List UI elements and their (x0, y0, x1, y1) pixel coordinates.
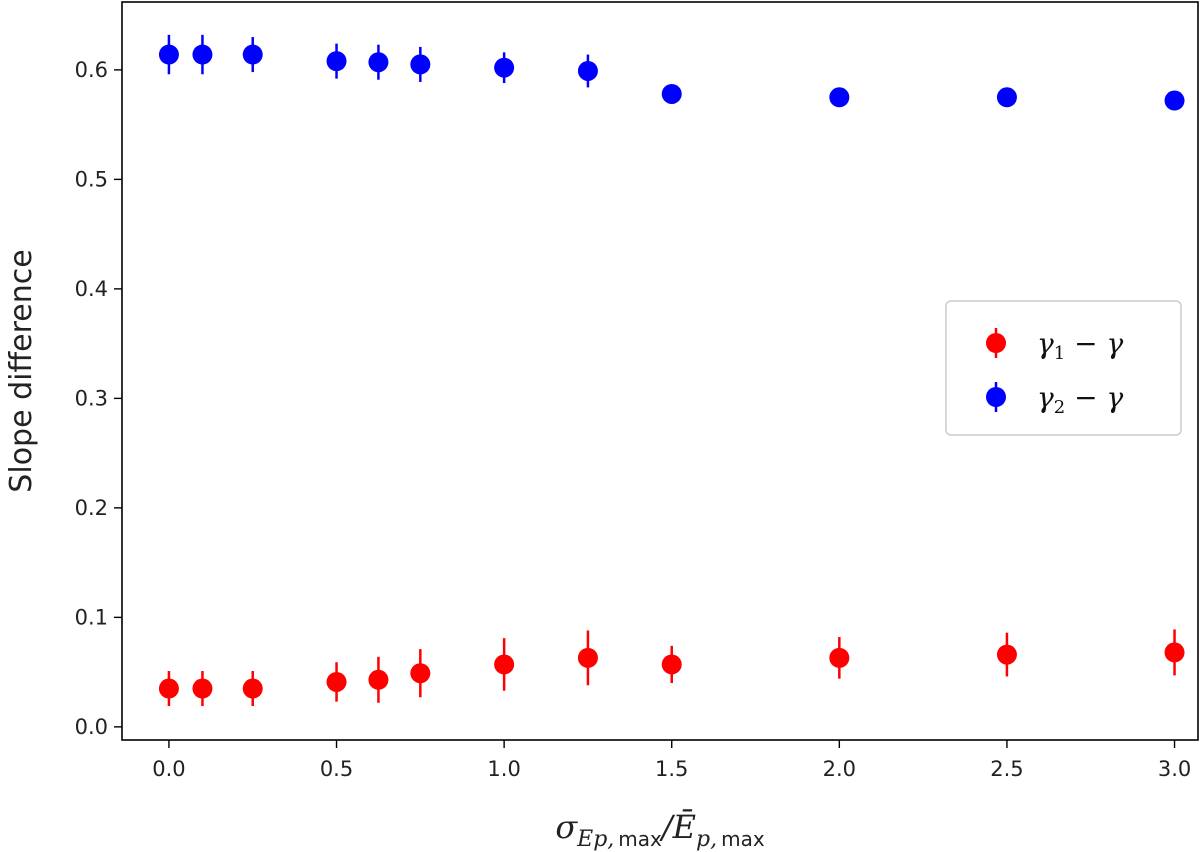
plot-content (158, 34, 1185, 707)
data-point (368, 669, 389, 690)
data-point (829, 647, 850, 668)
data-point (158, 44, 179, 65)
x-axis: 0.0 0.5 1.0 1.5 2.0 2.5 3.0 (152, 740, 1191, 781)
data-point (661, 83, 682, 104)
data-point (661, 654, 682, 675)
data-point (494, 57, 515, 78)
data-point (996, 644, 1017, 665)
data-point (577, 647, 598, 668)
data-point (410, 663, 431, 684)
legend-series-2-label: γ2 − γ (1037, 381, 1123, 418)
y-tick-label: 0.5 (75, 167, 108, 191)
x-tick-label: 2.0 (823, 757, 856, 781)
y-tick-label: 0.4 (75, 277, 108, 301)
x-tick-label: 0.5 (320, 757, 353, 781)
x-tick-label: 1.5 (655, 757, 688, 781)
legend-series-1-marker (986, 333, 1006, 353)
data-point (996, 87, 1017, 108)
data-point (577, 60, 598, 81)
plot-frame (121, 1, 1199, 741)
y-tick-label: 0.2 (75, 496, 108, 520)
data-point (242, 678, 263, 699)
y-tick-label: 0.0 (75, 715, 108, 739)
x-tick-label: 0.0 (152, 757, 185, 781)
x-tick-label: 1.0 (487, 757, 520, 781)
series-1 (158, 629, 1185, 707)
x-tick-label: 3.0 (1158, 757, 1191, 781)
y-tick-label: 0.6 (75, 58, 108, 82)
legend: γ1 − γ γ2 − γ (945, 300, 1182, 436)
y-tick-label: 0.3 (75, 386, 108, 410)
data-point (368, 52, 389, 73)
x-tick-label: 2.5 (990, 757, 1023, 781)
y-axis: 0.0 0.1 0.2 0.3 0.4 0.5 0.6 (75, 58, 122, 739)
data-point (192, 44, 213, 65)
x-axis-label: σEp, max/Ēp, max (555, 808, 765, 852)
data-point (326, 51, 347, 72)
data-point (326, 671, 347, 692)
legend-series-2-marker (986, 387, 1006, 407)
legend-series-1-label: γ1 − γ (1037, 327, 1123, 364)
y-tick-label: 0.1 (75, 605, 108, 629)
y-axis-label: Slope difference (4, 249, 39, 492)
series-2 (158, 34, 1185, 111)
data-point (192, 678, 213, 699)
data-point (494, 654, 515, 675)
data-point (410, 54, 431, 75)
data-point (829, 87, 850, 108)
data-point (158, 678, 179, 699)
data-point (1164, 642, 1185, 663)
data-point (1164, 90, 1185, 111)
data-point (242, 44, 263, 65)
